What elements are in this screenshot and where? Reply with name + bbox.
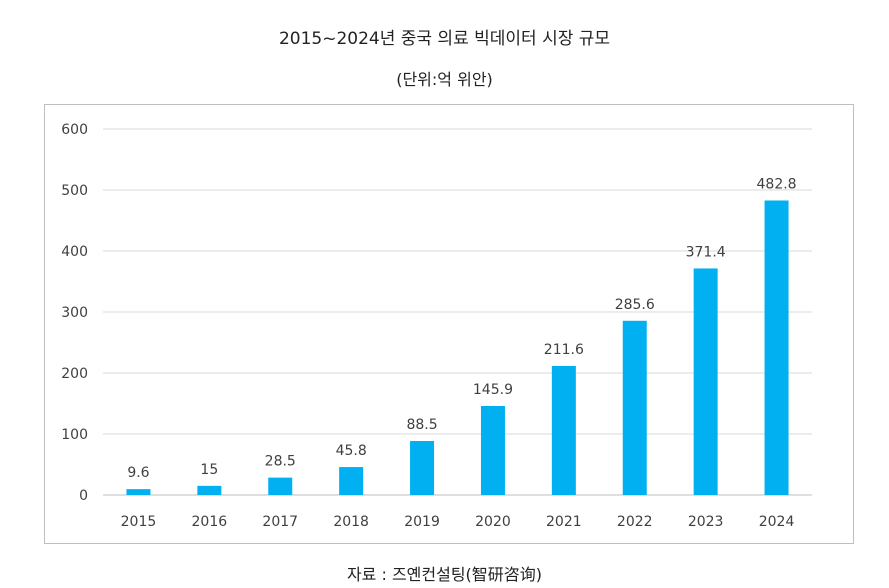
- data-label: 371.4: [686, 244, 726, 260]
- bar: [764, 200, 789, 495]
- y-tick-label: 400: [61, 244, 88, 260]
- data-label: 145.9: [473, 382, 513, 398]
- y-tick-label: 200: [61, 366, 88, 382]
- x-tick-label: 2021: [546, 514, 582, 530]
- data-label: 285.6: [615, 297, 655, 313]
- bar: [197, 485, 222, 495]
- x-tick-label: 2016: [192, 514, 228, 530]
- x-tick-label: 2015: [121, 514, 157, 530]
- x-tick-label: 2019: [404, 514, 440, 530]
- source-note: 자료 : 즈옌컨설팅(智研咨询): [346, 565, 543, 584]
- x-tick-label: 2017: [262, 514, 298, 530]
- data-label: 211.6: [544, 342, 584, 358]
- y-tick-label: 100: [61, 427, 88, 443]
- chart-title: 2015~2024년 중국 의료 빅데이터 시장 규모: [278, 29, 611, 49]
- bar: [480, 406, 505, 495]
- chart-subtitle: (단위:억 위안): [396, 70, 493, 89]
- data-label: 45.8: [336, 443, 367, 459]
- x-tick-label: 2024: [759, 514, 795, 530]
- data-label: 28.5: [265, 454, 296, 470]
- data-label: 88.5: [406, 417, 437, 433]
- y-tick-label: 300: [61, 305, 88, 321]
- bar: [410, 441, 435, 495]
- x-tick-label: 2023: [688, 514, 724, 530]
- bar: [693, 268, 718, 495]
- bar: [339, 467, 364, 495]
- data-label: 15: [200, 462, 218, 478]
- data-label: 482.8: [757, 176, 797, 192]
- x-tick-label: 2020: [475, 514, 511, 530]
- x-tick-label: 2018: [333, 514, 369, 530]
- y-tick-label: 500: [61, 183, 88, 199]
- data-label: 9.6: [127, 465, 149, 481]
- bar: [268, 477, 293, 495]
- bar: [551, 365, 576, 495]
- y-tick-label: 600: [61, 122, 88, 138]
- chart-frame: [44, 104, 854, 544]
- y-tick-label: 0: [79, 488, 88, 504]
- bar: [126, 489, 151, 495]
- bar: [622, 320, 647, 495]
- x-tick-label: 2022: [617, 514, 653, 530]
